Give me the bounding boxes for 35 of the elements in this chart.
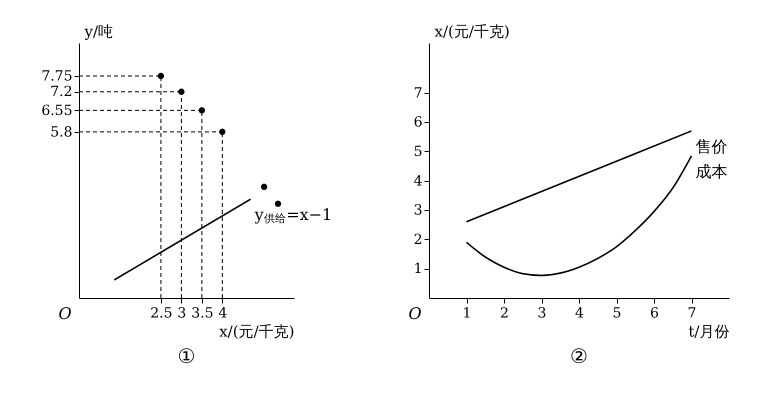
point: [274, 200, 282, 207]
y-tick-label: 1: [414, 261, 422, 278]
x-tick-label: 3.5: [191, 306, 214, 322]
y-tick-label: 3: [414, 202, 422, 219]
x-tick-label: 6: [650, 306, 660, 322]
y-tick-label: 5.8: [50, 124, 72, 140]
x-tick-label: 1: [462, 306, 472, 322]
y-tick-label: 6.55: [41, 102, 72, 119]
text: O: [408, 304, 422, 323]
x-axis-title: x/(元/千克): [219, 322, 294, 340]
y-axis-title: x/(元/千克): [434, 22, 510, 40]
x-tick-label: 2.5: [150, 306, 173, 322]
y-tick-label: 6: [414, 114, 423, 131]
x-tick-label: 3: [538, 306, 546, 322]
x-tick-label: 3: [177, 306, 186, 322]
y-tick-label: 7.75: [41, 68, 72, 84]
y-tick-label: 7.2: [50, 84, 72, 100]
text: ①: [178, 344, 196, 368]
text: ②: [570, 344, 588, 368]
y-tick-label: 5: [414, 144, 422, 160]
y-axis-title: y/吨: [84, 22, 114, 40]
y-tick-label: 4: [414, 173, 423, 190]
x-tick-label: 7: [688, 306, 696, 322]
text: O: [58, 304, 72, 323]
y-tick-label: 2: [414, 232, 422, 248]
series-label: 售价: [696, 136, 728, 156]
x-tick-label: 4: [218, 306, 228, 322]
x-tick-label: 2: [500, 306, 509, 322]
series-label: 成本: [696, 162, 728, 181]
x-axis-title: t/月份: [688, 322, 730, 340]
x-tick-label: 5: [612, 306, 622, 322]
x-tick-label: 4: [575, 306, 584, 322]
line-series: [466, 155, 692, 276]
y-tick-label: 7: [414, 85, 422, 102]
point: [260, 184, 268, 190]
